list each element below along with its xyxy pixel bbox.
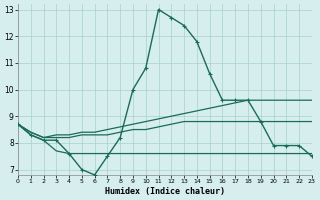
X-axis label: Humidex (Indice chaleur): Humidex (Indice chaleur) — [105, 187, 225, 196]
